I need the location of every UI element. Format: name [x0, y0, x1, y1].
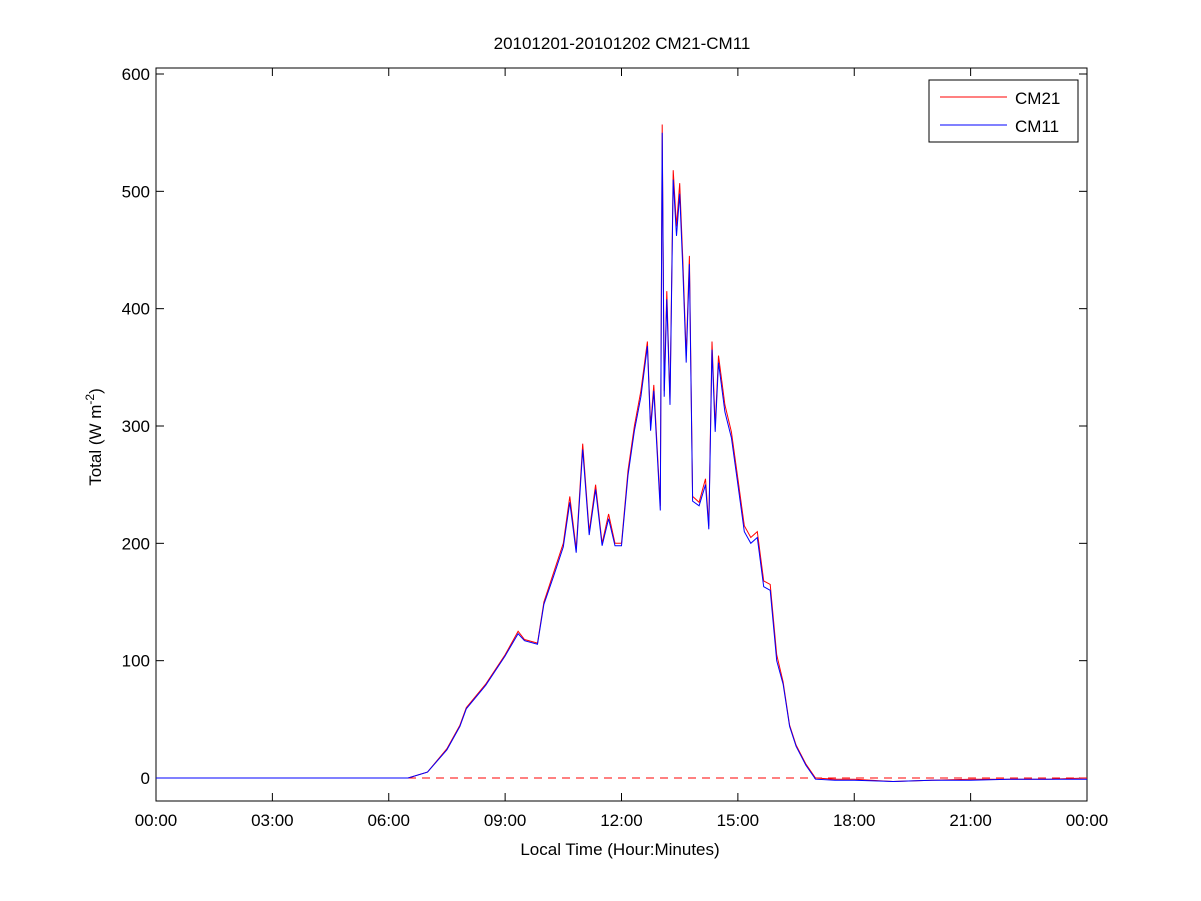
x-tick-label: 12:00: [600, 811, 643, 830]
y-axis-label-exponent: -2: [83, 394, 97, 405]
y-tick-label: 600: [122, 65, 150, 84]
y-axis-label: Total (W m-2): [83, 388, 105, 486]
y-tick-label: 0: [141, 769, 150, 788]
x-tick-label: 18:00: [833, 811, 876, 830]
y-axis: 0 100 200 300 400 500 600: [122, 65, 1087, 788]
legend: CM21 CM11: [928, 79, 1079, 143]
legend-label-cm21: CM21: [1015, 89, 1060, 108]
x-tick-label: 15:00: [717, 811, 760, 830]
legend-label-cm11: CM11: [1015, 117, 1059, 136]
x-axis: 00:00 03:00 06:00 09:00 12:00 15:00 18:00 21:00…: [135, 68, 1109, 830]
y-axis-label-text: Total (W m: [86, 405, 105, 486]
legend-box: [928, 79, 1079, 143]
x-axis-label: Local Time (Hour:Minutes): [520, 840, 719, 859]
y-tick-label: 500: [122, 182, 150, 201]
y-tick-label: 200: [122, 534, 150, 553]
x-tick-label: 21:00: [949, 811, 992, 830]
x-tick-label: 09:00: [484, 811, 527, 830]
series-lines: [156, 124, 1088, 783]
y-tick-label: 400: [122, 300, 150, 319]
x-tick-label: 03:00: [251, 811, 294, 830]
chart-title: 20101201-20101202 CM21-CM11: [494, 34, 751, 53]
x-tick-label: 00:00: [135, 811, 178, 830]
x-tick-label: 00:00: [1066, 811, 1109, 830]
y-axis-label-close: ): [86, 388, 105, 394]
x-tick-label: 06:00: [367, 811, 410, 830]
plot-area: [155, 67, 1088, 802]
series-line-cm11: [156, 132, 1087, 783]
y-tick-label: 100: [122, 652, 150, 671]
y-tick-label: 300: [122, 417, 150, 436]
